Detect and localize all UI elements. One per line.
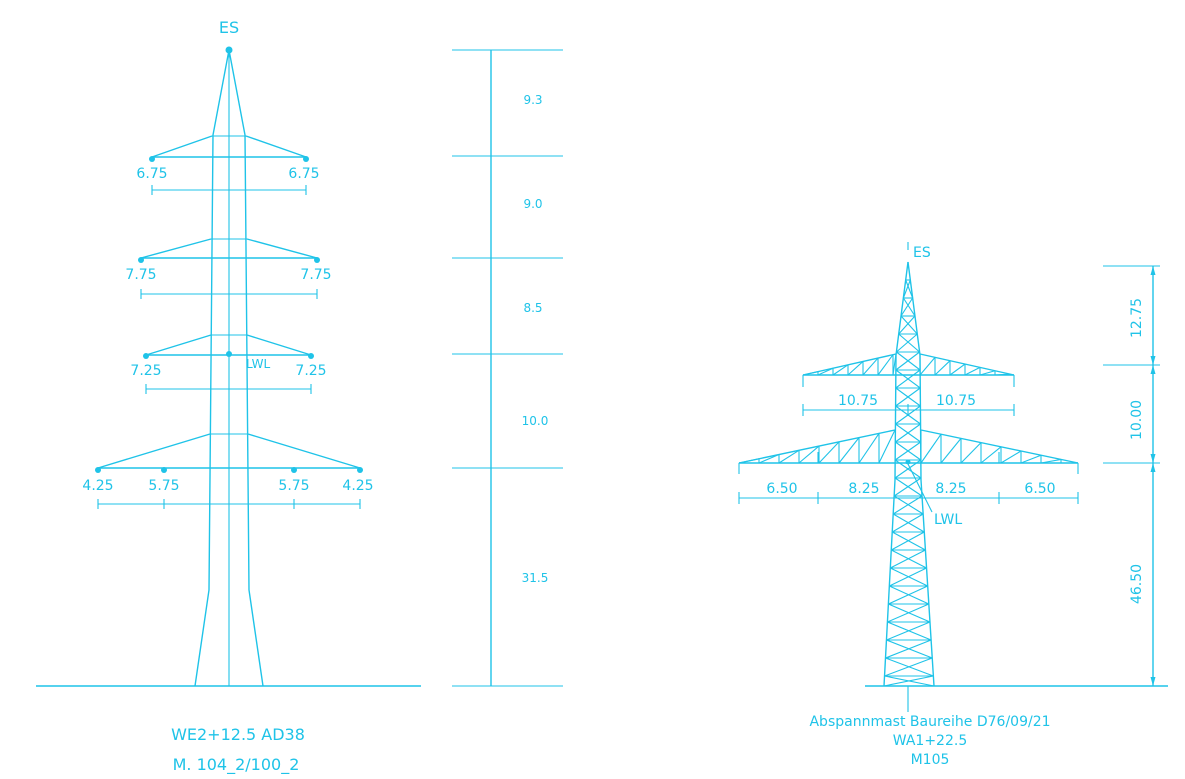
left-pole-outline-left — [194, 49, 230, 687]
right-height-scale — [1103, 265, 1160, 686]
right-caption-line3: M105 — [911, 752, 950, 768]
left-caption-line2: M. 104_2/100_2 — [173, 755, 300, 775]
left-arm3-right-value: 7.25 — [295, 363, 326, 379]
right-caption-line2: WA1+22.5 — [893, 733, 967, 749]
right-caption-line1: Abspannmast Baureihe D76/09/21 — [809, 714, 1050, 730]
left-height-2: 9.0 — [523, 197, 542, 211]
left-arm2-right-value: 7.75 — [300, 267, 331, 283]
left-height-3: 8.5 — [523, 301, 542, 315]
left-tower — [36, 46, 563, 687]
left-height-5: 31.5 — [522, 571, 549, 585]
left-arm4-outer-right-value: 4.25 — [342, 478, 373, 494]
right-height-2: 10.00 — [1129, 400, 1145, 440]
left-caption-line1: WE2+12.5 AD38 — [171, 725, 305, 744]
left-earthwire-point — [225, 46, 233, 54]
left-arm4-outer-left-value: 4.25 — [82, 478, 113, 494]
left-arm1-right-value: 6.75 — [288, 166, 319, 182]
left-height-1: 9.3 — [523, 93, 542, 107]
left-crossarm-4 — [95, 433, 363, 509]
right-lwl-label: LWL — [934, 512, 962, 528]
left-arm2-left-value: 7.75 — [125, 267, 156, 283]
left-pole-outline-right — [228, 49, 264, 687]
right-lower-arm-outer-left-value: 6.50 — [766, 481, 797, 497]
right-upper-arm-left-value: 10.75 — [838, 393, 878, 409]
left-height-scale — [452, 49, 563, 687]
left-arm1-left-value: 6.75 — [136, 166, 167, 182]
right-lattice-body — [883, 261, 935, 687]
right-lower-arm-outer-right-value: 6.50 — [1024, 481, 1055, 497]
right-height-1: 12.75 — [1129, 298, 1145, 338]
left-top-label: ES — [219, 18, 239, 37]
left-crossarm-1 — [149, 135, 309, 195]
right-lower-arm-inner-right-value: 8.25 — [935, 481, 966, 497]
left-arm4-inner-left-value: 5.75 — [148, 478, 179, 494]
right-lower-arm-inner-left-value: 8.25 — [848, 481, 879, 497]
left-crossarm-3 — [143, 334, 314, 394]
left-arm3-left-value: 7.25 — [130, 363, 161, 379]
right-tower — [738, 242, 1168, 712]
left-lwl-label: LWL — [246, 357, 270, 371]
left-arm4-inner-right-value: 5.75 — [278, 478, 309, 494]
right-lower-crossarm — [738, 429, 1079, 513]
right-upper-arm-right-value: 10.75 — [936, 393, 976, 409]
right-upper-crossarm — [802, 353, 1015, 416]
left-crossarm-2 — [138, 238, 320, 299]
left-height-4: 10.0 — [522, 414, 549, 428]
right-top-label: ES — [913, 245, 931, 261]
right-height-3: 46.50 — [1129, 564, 1145, 604]
